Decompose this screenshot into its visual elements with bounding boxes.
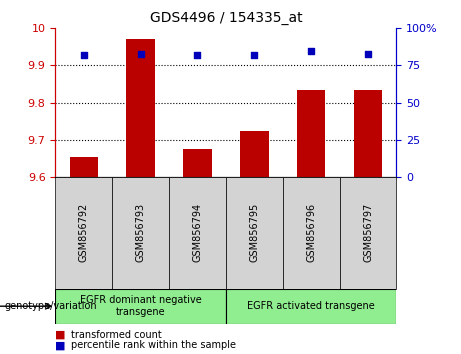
Text: genotype/variation: genotype/variation — [5, 301, 97, 311]
Point — [194, 52, 201, 58]
Text: EGFR activated transgene: EGFR activated transgene — [247, 301, 375, 311]
Bar — [240, 131, 268, 177]
Point — [137, 51, 144, 56]
Bar — [55, 289, 226, 324]
Bar — [70, 156, 98, 177]
Text: ■: ■ — [55, 340, 66, 350]
Bar — [354, 90, 382, 177]
Text: percentile rank within the sample: percentile rank within the sample — [71, 340, 236, 350]
Bar — [126, 39, 155, 177]
Bar — [55, 177, 112, 289]
Bar — [226, 289, 396, 324]
Text: GSM856795: GSM856795 — [249, 203, 260, 262]
Text: GSM856793: GSM856793 — [136, 203, 146, 262]
Text: GSM856794: GSM856794 — [192, 203, 202, 262]
Point — [364, 51, 372, 56]
Text: transformed count: transformed count — [71, 330, 162, 339]
Bar — [340, 177, 396, 289]
Bar — [226, 177, 283, 289]
Text: GSM856796: GSM856796 — [306, 203, 316, 262]
Title: GDS4496 / 154335_at: GDS4496 / 154335_at — [149, 11, 302, 24]
Text: ■: ■ — [55, 330, 66, 339]
Point — [80, 52, 88, 58]
Text: EGFR dominant negative
transgene: EGFR dominant negative transgene — [80, 295, 201, 317]
Text: GSM856792: GSM856792 — [79, 203, 89, 262]
Point — [251, 52, 258, 58]
Bar — [297, 90, 325, 177]
Bar — [283, 177, 340, 289]
Text: GSM856797: GSM856797 — [363, 203, 373, 262]
Bar — [112, 177, 169, 289]
Point — [307, 48, 315, 53]
Bar — [169, 177, 226, 289]
Bar — [183, 149, 212, 177]
